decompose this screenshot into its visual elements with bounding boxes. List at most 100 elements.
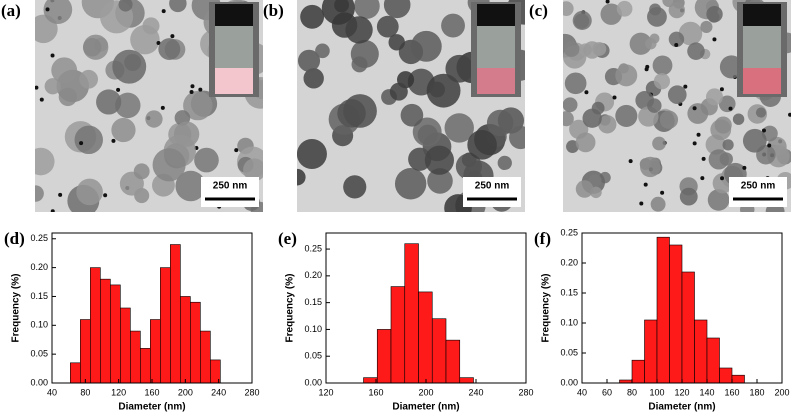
particle (133, 163, 150, 180)
panel-label: (e) (278, 229, 297, 248)
particle (79, 69, 98, 89)
bar (631, 359, 645, 384)
particle (649, 3, 662, 16)
dot (45, 7, 50, 12)
particle (598, 115, 617, 134)
y-tick-label: 0.10 (304, 324, 322, 334)
particle (194, 147, 219, 173)
dot (50, 53, 55, 58)
particle (297, 168, 306, 186)
x-tick-label: 160 (368, 387, 383, 397)
dot (605, 0, 610, 4)
particle (441, 13, 465, 38)
dot (103, 193, 108, 198)
particle (445, 54, 474, 83)
particle (707, 189, 730, 211)
bar (669, 244, 683, 384)
bar (706, 337, 720, 384)
dot (643, 182, 648, 187)
particle (572, 10, 592, 31)
particle (583, 41, 601, 59)
particle (158, 38, 181, 61)
tem-image: 250 nm (297, 0, 525, 212)
bar (70, 362, 81, 384)
particle (345, 16, 373, 44)
dot (761, 128, 766, 133)
y-axis-title: Frequency (%) (541, 274, 552, 343)
dot (692, 141, 697, 146)
bar (656, 236, 670, 384)
particle (575, 132, 596, 153)
x-axis-title: Diameter (nm) (118, 402, 185, 413)
particle (679, 187, 698, 206)
particle (600, 3, 622, 25)
dot (58, 192, 63, 197)
particle (732, 113, 745, 125)
dot (35, 85, 39, 90)
particle (486, 109, 514, 137)
particle (467, 130, 497, 160)
particle (755, 107, 767, 118)
particle (653, 73, 671, 90)
tem-image: 250 nm (563, 0, 791, 212)
y-tick-label: 0.25 (304, 243, 322, 253)
bar (431, 318, 447, 384)
particle (243, 158, 263, 182)
particle (564, 72, 587, 95)
dot (111, 138, 116, 143)
particle (668, 31, 685, 47)
x-tick-label: 240 (468, 387, 483, 397)
particle (563, 1, 574, 17)
bar (110, 284, 121, 384)
dot (720, 176, 725, 181)
bar (418, 291, 433, 384)
bar (160, 267, 171, 384)
particle (678, 21, 703, 46)
particle (51, 57, 78, 84)
vial-liquid (477, 68, 515, 94)
scale-box (729, 177, 787, 207)
bar (200, 330, 211, 384)
bar (140, 348, 151, 384)
dot (700, 176, 705, 181)
dot (612, 95, 617, 100)
particle (343, 175, 367, 199)
dot (767, 143, 772, 148)
particle (722, 139, 734, 151)
y-tick-label: 0.20 (560, 257, 578, 267)
vial-cap (215, 4, 253, 26)
dot (170, 34, 175, 39)
particle (175, 170, 206, 202)
particle (383, 0, 411, 19)
scale-box (201, 177, 259, 207)
particle (652, 136, 666, 151)
x-tick-label: 200 (774, 387, 789, 397)
dot (116, 87, 121, 92)
dot (660, 190, 665, 195)
y-tick-label: 0.10 (560, 317, 578, 327)
dot (719, 87, 724, 92)
y-tick-label: 0.20 (30, 262, 48, 272)
particle (152, 148, 186, 182)
particle (563, 111, 574, 127)
x-tick-label: 140 (699, 387, 714, 397)
bar (363, 377, 378, 384)
x-tick-label: 280 (518, 387, 533, 397)
bar (170, 244, 181, 384)
dot (788, 112, 791, 117)
dot (198, 87, 203, 92)
bar (731, 374, 745, 384)
y-tick-label: 0.15 (304, 297, 322, 307)
particle (650, 196, 666, 212)
vial-cap (743, 4, 781, 26)
x-tick-label: 100 (649, 387, 664, 397)
x-tick-label: 60 (602, 387, 612, 397)
dot (692, 106, 697, 111)
y-axis-title: Frequency (%) (285, 274, 296, 343)
dot (644, 67, 649, 72)
x-tick-label: 280 (244, 387, 259, 397)
particle (444, 113, 474, 143)
scale-text: 250 nm (475, 181, 510, 192)
vial-cap (477, 4, 515, 26)
x-tick-label: 80 (627, 387, 637, 397)
